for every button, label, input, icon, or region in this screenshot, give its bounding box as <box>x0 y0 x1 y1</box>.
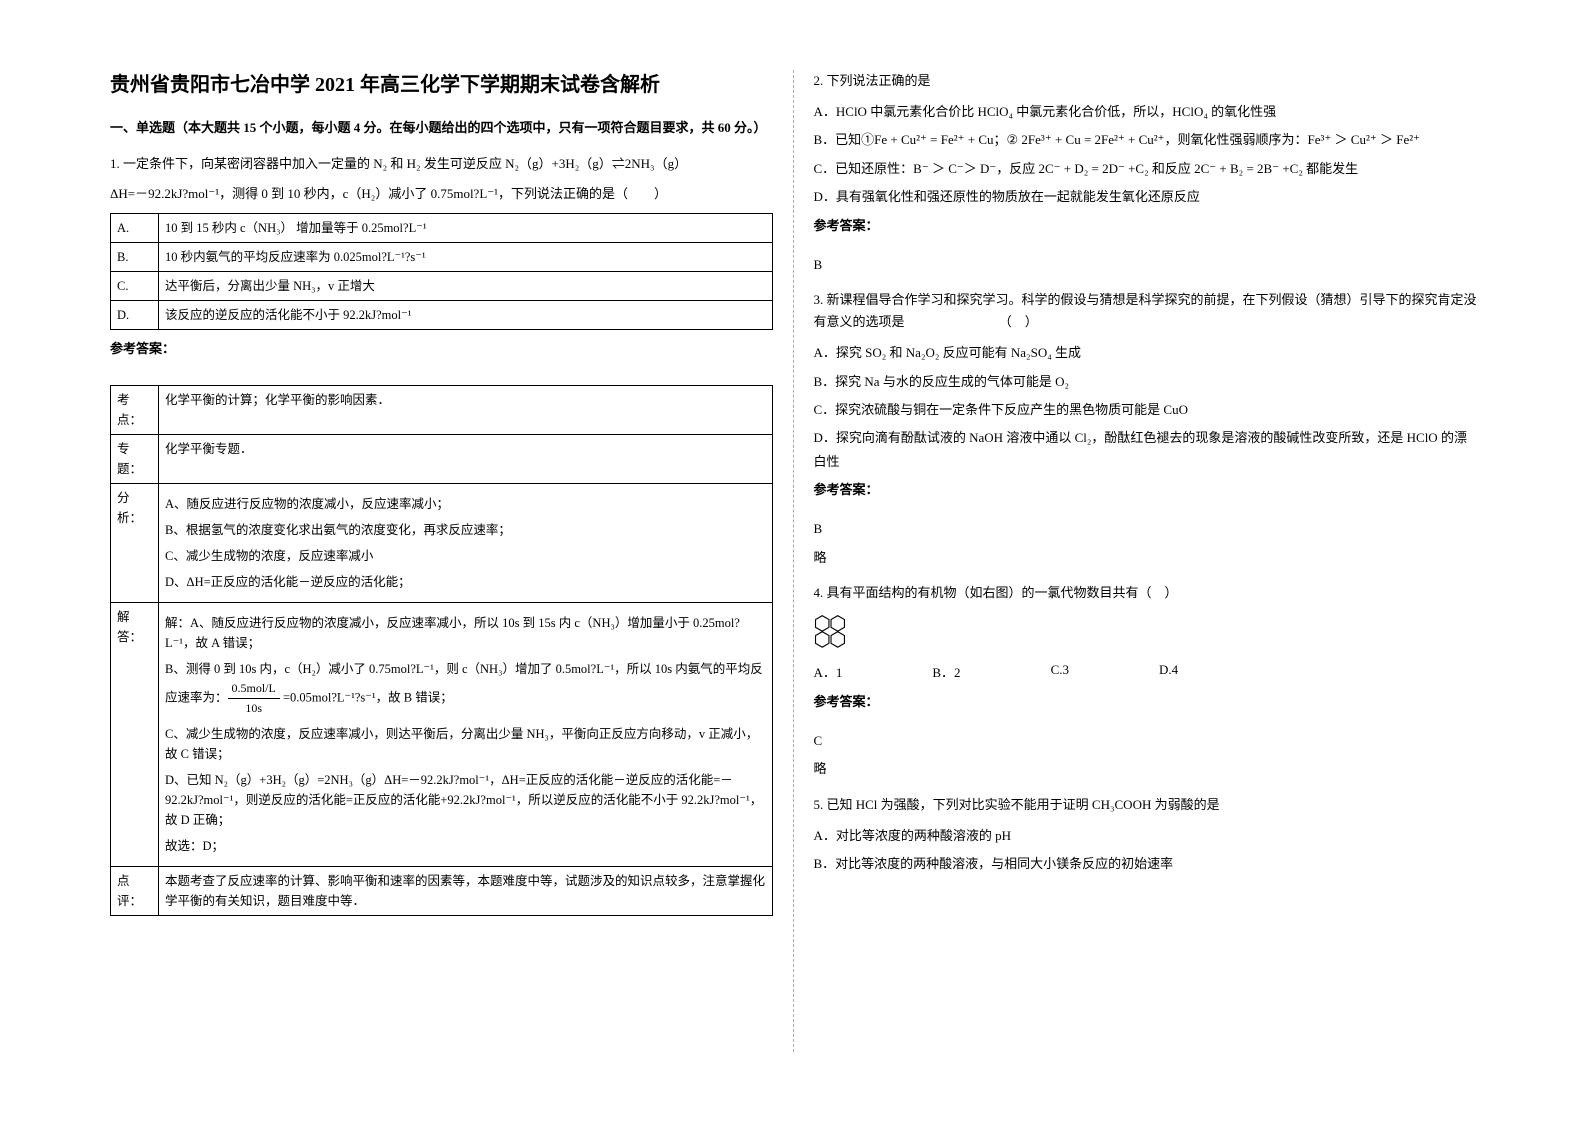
option-text: 该反应的逆反应的活化能不小于 92.2kJ?mol⁻¹ <box>159 300 773 329</box>
answer-label: 参考答案： <box>814 215 1478 234</box>
table-row: A. 10 到 15 秒内 c（NH₃） 增加量等于 0.25mol?L⁻¹ <box>111 213 773 242</box>
analysis-text: 本题考查了反应速率的计算、影响平衡和速率的因素等，本题难度中等，试题涉及的知识点… <box>159 867 773 916</box>
q2-stem: 2. 下列说法正确的是 <box>814 70 1478 92</box>
section-heading: 一、单选题（本大题共 15 个小题，每小题 4 分。在每小题给出的四个选项中，只… <box>110 118 773 139</box>
table-row: D. 该反应的逆反应的活化能不小于 92.2kJ?mol⁻¹ <box>111 300 773 329</box>
analysis-label: 考点： <box>111 385 159 434</box>
table-row: 点评： 本题考查了反应速率的计算、影响平衡和速率的因素等，本题难度中等，试题涉及… <box>111 867 773 916</box>
q3-option-b: B．探究 Na 与水的反应生成的气体可能是 O₂ <box>814 370 1478 393</box>
option-text: 10 到 15 秒内 c（NH₃） 增加量等于 0.25mol?L⁻¹ <box>159 213 773 242</box>
q3-stem: 3. 新课程倡导合作学习和探究学习。科学的假设与猜想是科学探究的前提，在下列假设… <box>814 289 1478 333</box>
option-label: A. <box>111 213 159 242</box>
answer-label: 参考答案： <box>814 691 1478 710</box>
q3-option-d: D．探究向滴有酚酞试液的 NaOH 溶液中通以 Cl₂，酚酞红色褪去的现象是溶液… <box>814 426 1478 473</box>
analysis-label: 专题： <box>111 434 159 483</box>
q5-option-a: A．对比等浓度的两种酸溶液的 pH <box>814 824 1478 847</box>
q4-option-a: A．1 <box>814 662 843 681</box>
molecule-icon: ⬡⬡⬡⬡ <box>814 616 845 648</box>
q3-option-c: C．探究浓硫酸与铜在一定条件下反应产生的黑色物质可能是 CuO <box>814 398 1478 421</box>
option-label: B. <box>111 242 159 271</box>
option-text: 10 秒内氨气的平均反应速率为 0.025mol?L⁻¹?s⁻¹ <box>159 242 773 271</box>
q1-stem-b: ΔH=－92.2kJ?mol⁻¹，测得 0 到 10 秒内，c（H₂）减小了 0… <box>110 183 773 205</box>
table-row: 专题： 化学平衡专题． <box>111 434 773 483</box>
q1-stem-a: 1. 一定条件下，向某密闭容器中加入一定量的 N₂ 和 H₂ 发生可逆反应 N₂… <box>110 153 773 175</box>
analysis-text: A、随反应进行反应物的浓度减小，反应速率减小；B、根据氢气的浓度变化求出氨气的浓… <box>159 483 773 602</box>
analysis-text: 化学平衡的计算；化学平衡的影响因素． <box>159 385 773 434</box>
q1-options-table: A. 10 到 15 秒内 c（NH₃） 增加量等于 0.25mol?L⁻¹ B… <box>110 213 773 330</box>
q4-stem: 4. 具有平面结构的有机物（如右图）的一氯代物数目共有（ ） <box>814 582 1478 604</box>
q2-option-b: B．已知①Fe + Cu²⁺ = Fe²⁺ + Cu；② 2Fe³⁺ + Cu … <box>814 128 1478 151</box>
q3-note: 略 <box>814 546 1478 569</box>
answer-label: 参考答案： <box>110 338 773 357</box>
analysis-text: 解：A、随反应进行反应物的浓度减小，反应速率减小，所以 10s 到 15s 内 … <box>159 602 773 866</box>
q5-stem: 5. 已知 HCl 为强酸，下列对比实验不能用于证明 CH₃COOH 为弱酸的是 <box>814 794 1478 816</box>
table-row: C. 达平衡后，分离出少量 NH₃，v 正增大 <box>111 271 773 300</box>
q2-option-a: A．HClO 中氯元素化合价比 HClO₄ 中氯元素化合价低，所以，HClO₄ … <box>814 100 1478 123</box>
q4-option-d: D.4 <box>1159 662 1178 681</box>
analysis-label: 分析： <box>111 483 159 602</box>
table-row: 分析： A、随反应进行反应物的浓度减小，反应速率减小；B、根据氢气的浓度变化求出… <box>111 483 773 602</box>
table-row: 解答： 解：A、随反应进行反应物的浓度减小，反应速率减小，所以 10s 到 15… <box>111 602 773 866</box>
analysis-text: 化学平衡专题． <box>159 434 773 483</box>
q3-option-a: A．探究 SO₂ 和 Na₂O₂ 反应可能有 Na₂SO₄ 生成 <box>814 341 1478 364</box>
q2-answer: B <box>814 253 1478 276</box>
answer-label: 参考答案： <box>814 479 1478 498</box>
option-label: C. <box>111 271 159 300</box>
table-row: 考点： 化学平衡的计算；化学平衡的影响因素． <box>111 385 773 434</box>
q4-answer: C <box>814 729 1478 752</box>
q2-option-d: D．具有强氧化性和强还原性的物质放在一起就能发生氧化还原反应 <box>814 185 1478 208</box>
analysis-label: 点评： <box>111 867 159 916</box>
analysis-label: 解答： <box>111 602 159 866</box>
table-row: B. 10 秒内氨气的平均反应速率为 0.025mol?L⁻¹?s⁻¹ <box>111 242 773 271</box>
q4-option-b: B．2 <box>932 662 960 681</box>
q4-note: 略 <box>814 757 1478 780</box>
q3-answer: B <box>814 517 1478 540</box>
q1-analysis-table: 考点： 化学平衡的计算；化学平衡的影响因素． 专题： 化学平衡专题． 分析： A… <box>110 385 773 916</box>
option-text: 达平衡后，分离出少量 NH₃，v 正增大 <box>159 271 773 300</box>
document-title: 贵州省贵阳市七冶中学 2021 年高三化学下学期期末试卷含解析 <box>110 70 773 100</box>
option-label: D. <box>111 300 159 329</box>
q5-option-b: B．对比等浓度的两种酸溶液，与相同大小镁条反应的初始速率 <box>814 852 1478 875</box>
q4-option-c: C.3 <box>1051 662 1069 681</box>
q4-options-row: A．1 B．2 C.3 D.4 <box>814 662 1478 681</box>
q2-option-c: C．已知还原性：B⁻ ＞ C⁻＞ D⁻，反应 2C⁻ + D₂ = 2D⁻ +C… <box>814 157 1478 180</box>
